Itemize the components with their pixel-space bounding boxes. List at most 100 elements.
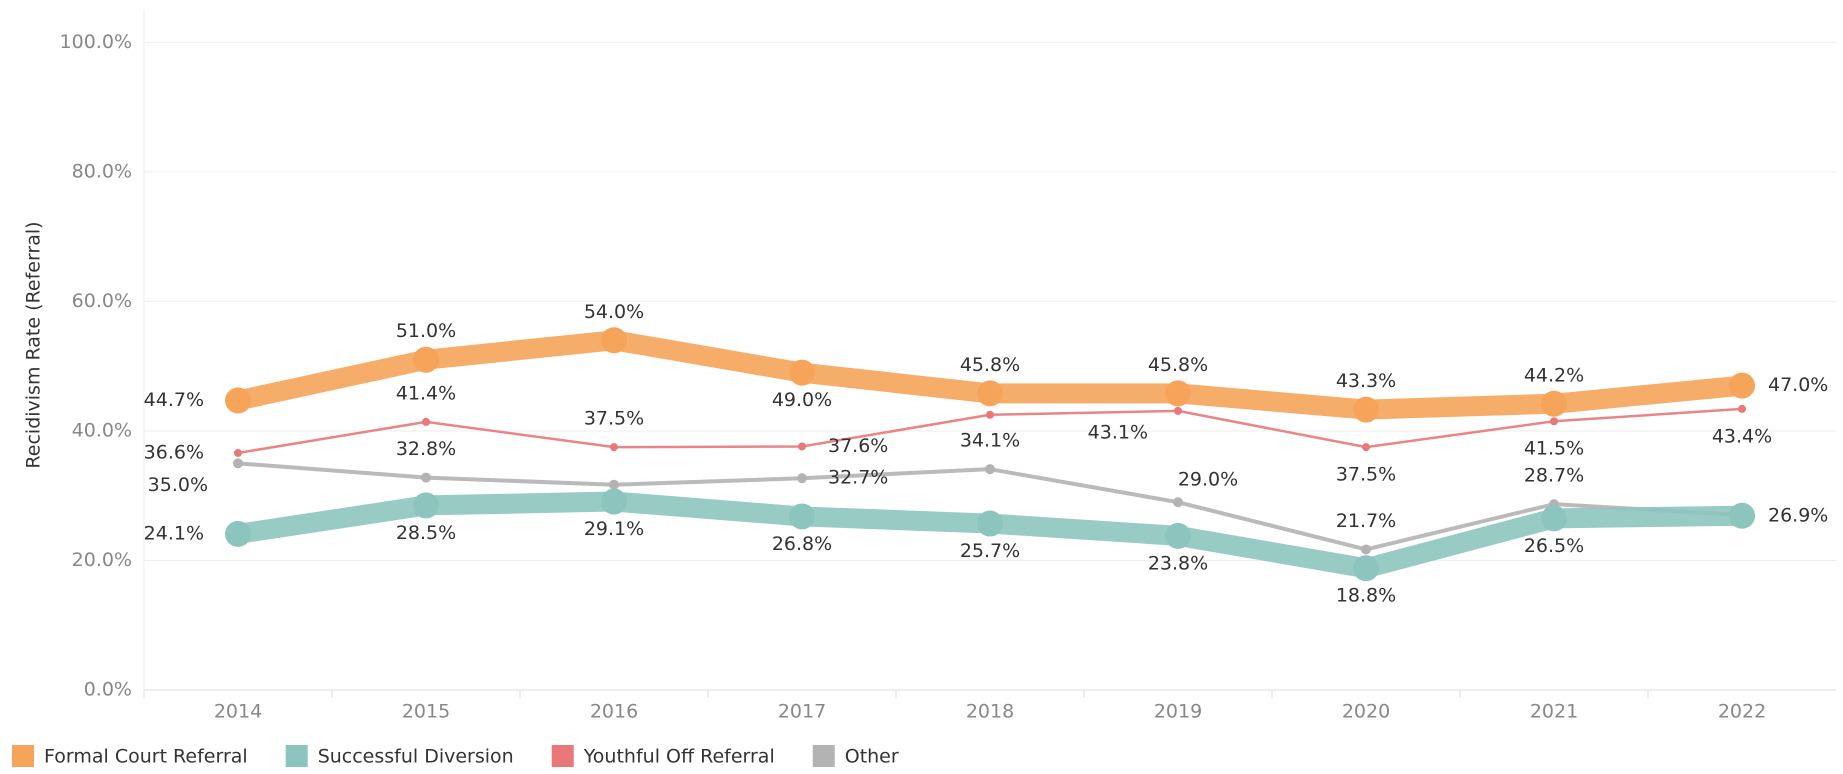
data-label: 28.5% bbox=[396, 522, 456, 544]
y-tick-label: 40.0% bbox=[72, 419, 132, 441]
data-point bbox=[1550, 417, 1558, 426]
x-tick-label: 2015 bbox=[402, 701, 450, 723]
data-label: 32.8% bbox=[396, 438, 456, 460]
x-tick-label: 2021 bbox=[1530, 701, 1578, 723]
data-point bbox=[1729, 502, 1755, 529]
x-tick-label: 2022 bbox=[1718, 701, 1766, 723]
data-point bbox=[797, 473, 807, 484]
x-tick-label: 2018 bbox=[966, 701, 1014, 723]
data-point bbox=[1353, 396, 1379, 423]
data-point bbox=[225, 520, 251, 547]
data-label: 45.8% bbox=[960, 354, 1020, 376]
data-point bbox=[986, 410, 994, 419]
data-label: 29.1% bbox=[584, 518, 644, 540]
data-point bbox=[977, 510, 1003, 537]
data-point bbox=[1729, 372, 1755, 399]
data-point bbox=[422, 417, 430, 426]
data-label: 44.2% bbox=[1524, 364, 1584, 386]
data-point bbox=[413, 346, 439, 373]
data-point bbox=[789, 359, 815, 386]
data-point bbox=[977, 380, 1003, 407]
data-label: 29.0% bbox=[1178, 469, 1238, 491]
data-point bbox=[1362, 443, 1370, 452]
data-label: 32.7% bbox=[828, 467, 888, 489]
data-label: 23.8% bbox=[1148, 552, 1208, 574]
x-tick-label: 2014 bbox=[214, 701, 262, 723]
series bbox=[225, 488, 1755, 582]
data-label: 49.0% bbox=[772, 389, 832, 411]
data-label: 44.7% bbox=[144, 389, 204, 411]
x-tick-label: 2020 bbox=[1342, 701, 1390, 723]
data-label: 41.5% bbox=[1524, 438, 1584, 460]
x-tick-label: 2019 bbox=[1154, 701, 1202, 723]
legend-item: Youthful Off Referral bbox=[551, 745, 775, 768]
data-point bbox=[609, 479, 619, 490]
y-tick-label: 100.0% bbox=[60, 31, 132, 53]
data-label: 45.8% bbox=[1148, 354, 1208, 376]
data-point bbox=[1173, 497, 1183, 508]
data-label: 51.0% bbox=[396, 320, 456, 342]
legend-label: Successful Diversion bbox=[318, 746, 514, 768]
data-label: 35.0% bbox=[148, 474, 208, 496]
data-label: 28.7% bbox=[1524, 465, 1584, 487]
legend-swatch bbox=[285, 745, 308, 767]
data-label: 24.1% bbox=[144, 522, 204, 544]
data-label: 54.0% bbox=[584, 301, 644, 323]
data-label: 34.1% bbox=[960, 430, 1020, 452]
data-label: 18.8% bbox=[1336, 585, 1396, 607]
legend-label: Formal Court Referral bbox=[44, 746, 248, 768]
data-point bbox=[601, 327, 627, 354]
legend-swatch bbox=[812, 745, 835, 767]
legend-label: Other bbox=[845, 746, 899, 768]
data-point bbox=[1353, 555, 1379, 582]
series bbox=[225, 327, 1755, 423]
series bbox=[234, 404, 1746, 457]
y-tick-label: 20.0% bbox=[72, 549, 132, 571]
data-point bbox=[985, 464, 995, 475]
data-label: 25.7% bbox=[960, 540, 1020, 562]
data-point bbox=[789, 503, 815, 530]
data-point bbox=[1165, 522, 1191, 549]
data-label: 36.6% bbox=[144, 441, 204, 463]
data-label: 47.0% bbox=[1768, 374, 1828, 396]
data-label: 43.1% bbox=[1088, 421, 1148, 443]
data-point bbox=[225, 387, 251, 414]
x-tick-label: 2017 bbox=[778, 701, 826, 723]
data-point bbox=[610, 443, 618, 452]
data-label: 37.5% bbox=[1336, 464, 1396, 486]
data-point bbox=[413, 492, 439, 519]
legend-swatch bbox=[551, 745, 574, 767]
data-point bbox=[421, 472, 431, 483]
data-point bbox=[1738, 404, 1746, 413]
data-point bbox=[798, 442, 806, 451]
data-point bbox=[233, 458, 243, 469]
y-tick-label: 0.0% bbox=[84, 679, 132, 701]
legend-item: Other bbox=[812, 745, 899, 768]
x-tick-label: 2016 bbox=[590, 701, 638, 723]
data-point bbox=[234, 448, 242, 457]
legend-swatch bbox=[12, 745, 34, 767]
data-label: 43.4% bbox=[1712, 425, 1772, 447]
data-point bbox=[1361, 544, 1371, 555]
data-label: 41.4% bbox=[396, 382, 456, 404]
data-label: 37.6% bbox=[828, 435, 888, 457]
y-axis-label: Recidivism Rate (Referral) bbox=[23, 221, 45, 468]
y-tick-label: 60.0% bbox=[72, 290, 132, 312]
legend-item: Formal Court Referral bbox=[12, 745, 248, 768]
data-label: 26.5% bbox=[1524, 535, 1584, 557]
legend-item: Successful Diversion bbox=[285, 745, 514, 768]
data-label: 37.5% bbox=[584, 408, 644, 430]
data-point bbox=[1541, 505, 1567, 532]
y-tick-label: 80.0% bbox=[72, 160, 132, 182]
data-label: 43.3% bbox=[1336, 370, 1396, 392]
series bbox=[233, 458, 1747, 555]
data-point bbox=[1165, 380, 1191, 407]
data-label: 26.8% bbox=[772, 533, 832, 555]
data-point bbox=[1541, 390, 1567, 417]
data-label: 21.7% bbox=[1336, 510, 1396, 532]
data-point bbox=[601, 488, 627, 515]
data-point bbox=[1174, 406, 1182, 415]
data-label: 26.9% bbox=[1768, 504, 1828, 526]
legend-label: Youthful Off Referral bbox=[583, 746, 775, 768]
